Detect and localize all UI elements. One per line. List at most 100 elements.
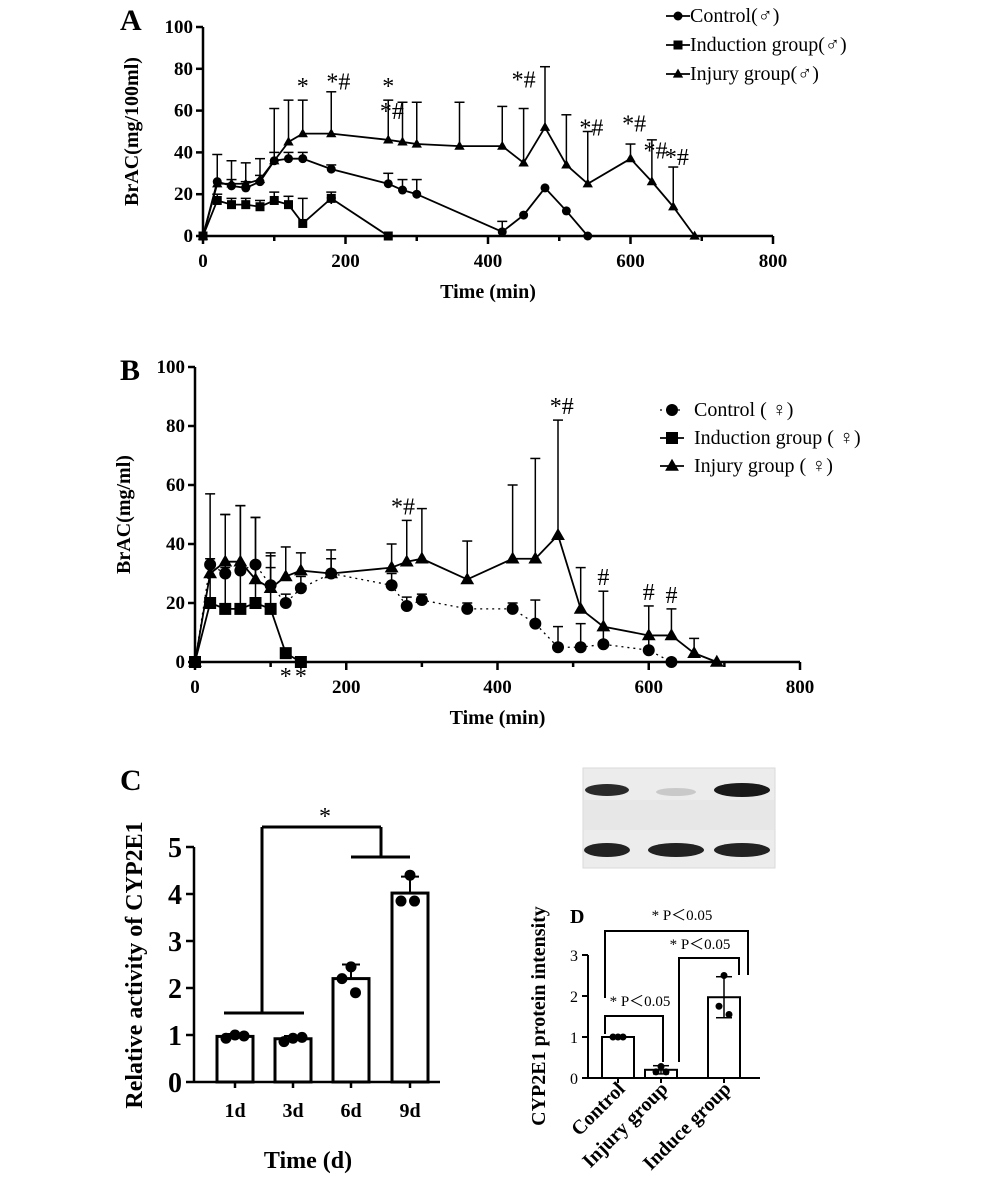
y-axis-title: BrAC(mg/100ml) [121, 57, 143, 206]
data-point [203, 566, 218, 579]
significance-marker: *# [643, 139, 667, 165]
data-point [298, 154, 308, 164]
y-tick-label: 3 [570, 948, 578, 965]
data-point [539, 121, 551, 131]
data-point [279, 647, 292, 660]
data-point [596, 619, 611, 632]
x-tick-label: 600 [616, 251, 645, 272]
data-point [664, 628, 679, 641]
y-tick-label: 0 [176, 652, 186, 673]
data-point [294, 582, 307, 595]
data-point [279, 597, 292, 609]
data-point [597, 638, 610, 651]
data-point [220, 1032, 232, 1044]
data-point [383, 231, 393, 241]
bracket-label: * P＜0.05 [610, 994, 671, 1010]
series-2 [197, 65, 700, 240]
bracket-label: * P＜0.05 [670, 937, 731, 953]
data-point [652, 1068, 660, 1076]
data-point [238, 1030, 250, 1042]
significance-marker: * [319, 804, 331, 830]
data-point [506, 602, 519, 615]
legend-label: Injury group(♂) [690, 63, 819, 85]
y-axis-title: BrAC(mg/ml) [113, 455, 135, 574]
data-point [226, 178, 237, 188]
x-axis-title: Time (min) [450, 707, 546, 729]
legend-marker [672, 68, 684, 78]
data-point [398, 185, 407, 195]
data-point [233, 554, 248, 567]
data-point [641, 628, 656, 641]
legend-label: Induction group(♂) [690, 34, 847, 56]
data-point [326, 164, 336, 174]
bracket-control-induce [604, 930, 749, 998]
legend-label: Injury group ( ♀) [694, 455, 833, 477]
significance-marker: *# [665, 145, 689, 171]
significance-marker: *# [579, 116, 603, 142]
data-point [497, 227, 507, 237]
data-point [234, 602, 247, 615]
x-tick-label: 200 [332, 677, 361, 698]
x-axis-title: Time (min) [440, 281, 536, 303]
significance-marker: # [665, 583, 677, 609]
y-tick-label: 60 [166, 475, 185, 496]
x-tick-label: 3d [282, 1100, 303, 1122]
data-point [619, 1033, 627, 1041]
data-point [227, 200, 236, 210]
data-point [212, 178, 223, 188]
data-point [254, 174, 266, 184]
series-line [202, 197, 389, 237]
significance-marker: *# [326, 70, 350, 96]
significance-marker: * [297, 74, 309, 100]
data-point [197, 230, 209, 240]
data-point [461, 602, 474, 615]
western-blot-image [582, 767, 776, 869]
x-tick-label: 600 [635, 677, 664, 698]
data-point [561, 206, 571, 216]
data-point [293, 563, 308, 576]
data-point [229, 1029, 241, 1041]
series-2 [188, 419, 724, 667]
bracket-injury-induce [678, 957, 740, 1062]
data-point [582, 178, 593, 188]
y-tick-label: 40 [174, 142, 193, 163]
legend-label: Induction group ( ♀) [694, 427, 861, 449]
data-point [264, 602, 277, 615]
data-point [399, 554, 414, 567]
data-point [188, 654, 202, 667]
data-point [412, 189, 422, 199]
panel-c-label: C [120, 764, 142, 797]
data-point [561, 159, 572, 169]
data-point [518, 157, 529, 167]
data-point [529, 617, 542, 630]
data-point [383, 179, 393, 189]
data-point [552, 641, 564, 654]
bracket-control-injury [604, 1015, 664, 1062]
series-line [202, 125, 696, 237]
data-point [218, 554, 233, 567]
data-point [278, 1036, 290, 1048]
data-point [336, 973, 348, 985]
y-tick-label: 100 [157, 357, 186, 378]
bar [215, 1034, 255, 1084]
significance-marker: *# [550, 394, 574, 420]
data-point [326, 193, 336, 203]
data-point [662, 1068, 670, 1076]
data-point [609, 1033, 617, 1041]
chart-c: 0 1 2 3 4 5 1d 3d 6d 9d Time (d) Relative activity … [122, 804, 440, 1174]
significance-marker: * [325, 191, 337, 217]
significance-marker: *# [622, 112, 646, 138]
data-point [409, 895, 420, 907]
y-tick-label: 5 [168, 833, 182, 864]
series-line [194, 563, 672, 663]
y-tick-label: 3 [168, 927, 182, 958]
legend-marker [673, 11, 683, 21]
data-point [551, 527, 565, 540]
data-point [269, 155, 280, 165]
bar [601, 1036, 635, 1079]
data-point [383, 134, 394, 144]
data-point [540, 183, 550, 193]
significance-marker: *# [380, 99, 404, 125]
y-tick-label: 20 [166, 593, 185, 614]
